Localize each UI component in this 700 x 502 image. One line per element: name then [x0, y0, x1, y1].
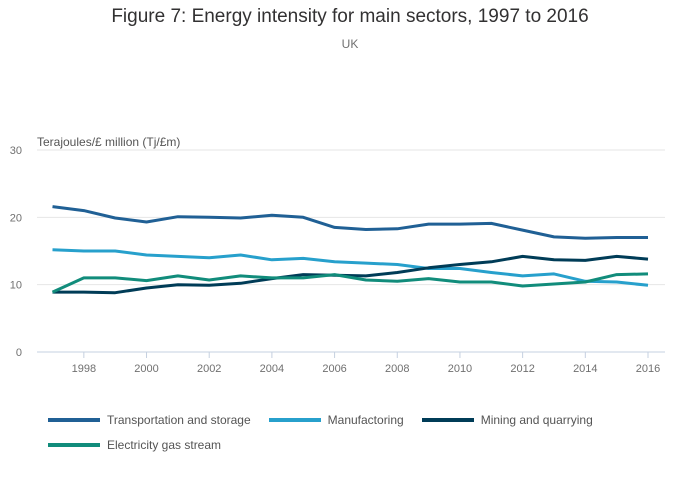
- x-tick-label: 2014: [573, 363, 597, 375]
- series-line-electricity-gas-stream: [51, 272, 649, 294]
- chart-subtitle: UK: [341, 37, 359, 51]
- y-tick-label: 0: [16, 347, 22, 359]
- x-tick-label: 1998: [72, 363, 96, 375]
- legend-item[interactable]: Electricity gas stream: [48, 432, 221, 457]
- x-tick-label: 2000: [134, 363, 158, 375]
- chart-title: Figure 7: Energy intensity for main sect…: [111, 6, 589, 27]
- legend-item[interactable]: Manufactoring: [268, 407, 404, 432]
- legend-item[interactable]: Transportation and storage: [48, 407, 251, 432]
- series-line-transportation-and-storage: [52, 205, 648, 240]
- legend-label: Mining and quarrying: [480, 412, 593, 427]
- x-tick-label: 2002: [197, 363, 221, 375]
- legend-swatch: [48, 417, 100, 422]
- y-axis-label: Terajoules/£ million (Tj/£m): [37, 135, 180, 149]
- legend-label: Electricity gas stream: [107, 437, 222, 452]
- x-tick-label: 2010: [448, 363, 472, 375]
- legend-label: Transportation and storage: [107, 412, 251, 427]
- legend: Transportation and storage Manufactoring M…: [48, 407, 668, 457]
- series-line-mining-and-quarrying: [52, 254, 649, 295]
- legend-swatch: [268, 417, 321, 422]
- legend-swatch: [421, 417, 474, 422]
- x-tick-label: 2004: [260, 363, 284, 375]
- x-tick-label: 2016: [636, 363, 660, 375]
- legend-swatch: [48, 442, 100, 447]
- series-line-manufactoring: [52, 248, 649, 287]
- y-tick-label: 20: [10, 212, 22, 224]
- legend-label: Manufactoring: [327, 412, 404, 427]
- line-chart: 0 10 20 30 Terajoules/£ million (Tj/£m) 1998 2…: [10, 135, 665, 375]
- x-tick-label: 2006: [322, 363, 346, 375]
- x-tick-label: 2012: [510, 363, 534, 375]
- y-tick-label: 10: [10, 280, 22, 292]
- x-tick-label: 2008: [385, 363, 409, 375]
- y-tick-label: 30: [10, 145, 22, 157]
- legend-item[interactable]: Mining and quarrying: [421, 407, 593, 432]
